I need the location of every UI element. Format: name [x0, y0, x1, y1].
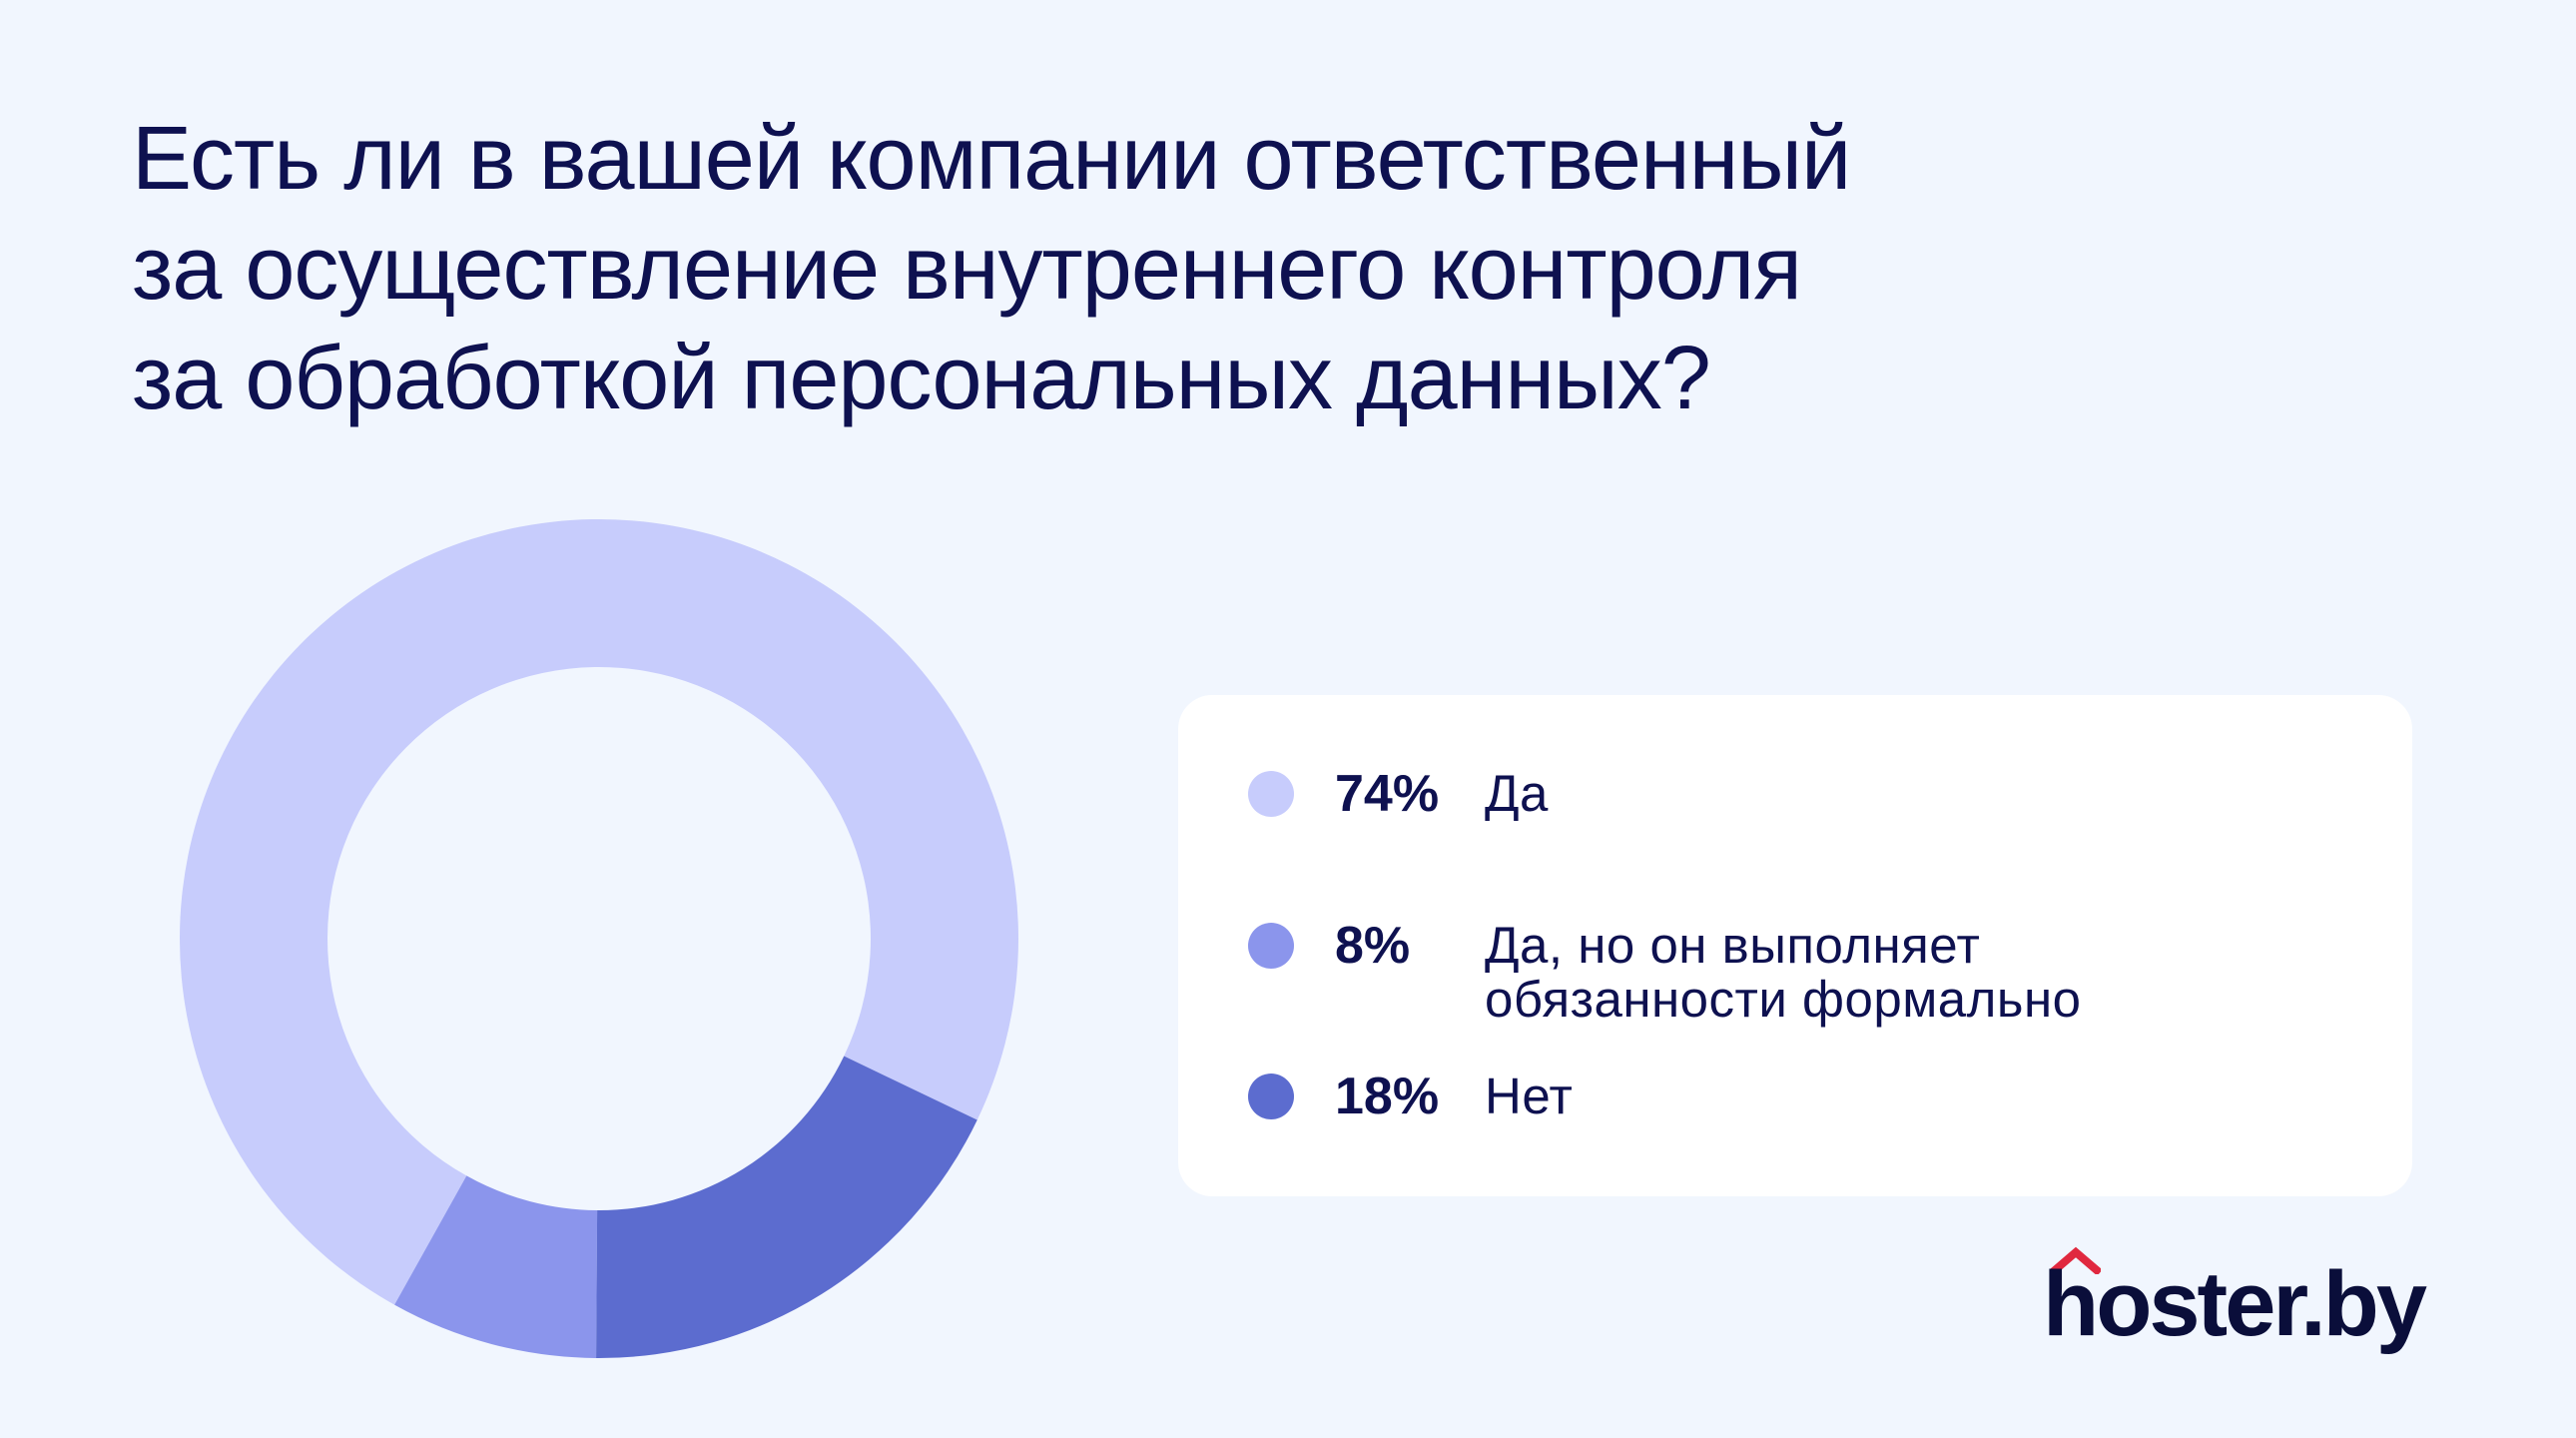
legend-marker-yes-formal [1248, 923, 1294, 969]
title-line-1: Есть ли в вашей компании ответственный [132, 109, 1851, 209]
legend-value-no: 18% [1335, 1068, 1440, 1125]
legend-value-yes: 74% [1335, 765, 1440, 823]
legend-label-yes-formal: Да, но он выполняет обязанности формальн… [1485, 917, 2082, 1028]
logo-text: hoster.by [2043, 1253, 2427, 1355]
hoster-logo: hoster.by [2043, 1238, 2427, 1368]
slice-no [596, 1056, 977, 1358]
chart-title: Есть ли в вашей компании ответственный з… [132, 104, 2229, 433]
slice-yes [180, 519, 1019, 1305]
slice-yes-formal [394, 1175, 598, 1358]
donut-chart [180, 519, 1019, 1358]
legend-marker-no [1248, 1074, 1294, 1119]
roof-icon [2051, 1246, 2101, 1274]
legend-label-no: Нет [1485, 1068, 1574, 1124]
legend-label-yes: Да [1485, 765, 1549, 822]
title-line-2: за осуществление внутреннего контроля [132, 219, 1802, 319]
legend-value-yes-formal: 8% [1335, 917, 1411, 975]
legend-card: 74% Да 8% Да, но он выполняет обязанност… [1178, 695, 2412, 1196]
legend-marker-yes [1248, 771, 1294, 817]
title-line-3: за обработкой персональных данных? [132, 329, 1711, 428]
